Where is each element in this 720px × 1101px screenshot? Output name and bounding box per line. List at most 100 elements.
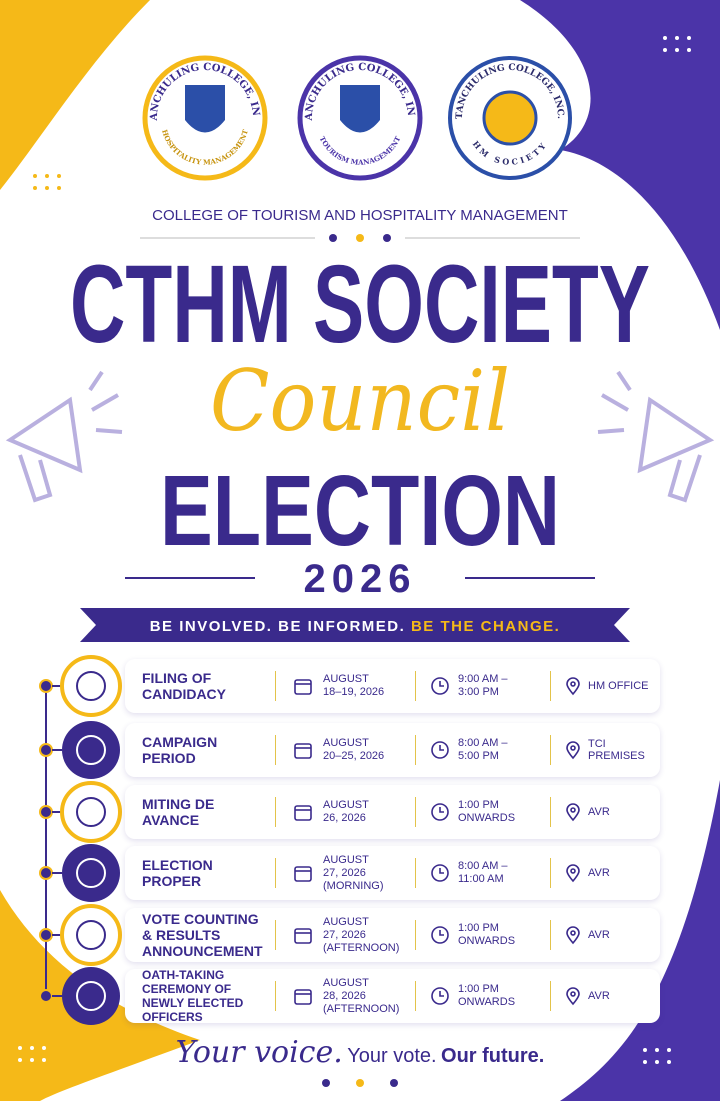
timeline-dot (39, 866, 53, 880)
corner-yellow (0, 0, 150, 190)
footer-bold: Our future. (441, 1045, 544, 1067)
separator (415, 858, 416, 888)
event-venue: TCI PREMISES (588, 738, 645, 762)
separator (415, 797, 416, 827)
clock-icon (431, 677, 449, 695)
pin-icon (566, 987, 580, 1006)
clock-icon (431, 926, 449, 944)
event-venue: AVR (588, 990, 610, 1002)
divider (322, 1079, 398, 1087)
calendar-icon (294, 928, 312, 944)
banner (80, 608, 630, 642)
shape (566, 741, 580, 760)
footer-middle: Your vote. (347, 1045, 436, 1067)
event-icon-inner (76, 920, 106, 950)
event-icon-inner (76, 735, 106, 765)
schedule-row: ELECTION PROPER AUGUST 27, 2026 (MORNING)… (125, 846, 660, 900)
event-name: CAMPAIGN PERIOD (142, 734, 218, 766)
script-title: Council (210, 352, 510, 450)
megaphone (5, 370, 715, 503)
schedule-row: CAMPAIGN PERIOD AUGUST 20–25, 2026 8:00 AM… (125, 723, 660, 777)
schedule-row: FILING OF CANDIDACY AUGUST 18–19, 2026 9:0… (125, 659, 660, 713)
footer-script: Your voice. (176, 1035, 343, 1070)
event-name: ELECTION PROPER (142, 857, 213, 889)
separator (550, 671, 551, 701)
shape (294, 805, 312, 821)
shape (439, 868, 444, 874)
event-icon (62, 721, 120, 779)
title: CTHM SOCIETY (70, 243, 650, 366)
separator (415, 671, 416, 701)
schedule-row: VOTE COUNTING & RESULTS ANNOUNCEMENT AUGU… (125, 908, 660, 962)
timeline-dot (39, 989, 53, 1003)
separator (550, 797, 551, 827)
shape (439, 681, 444, 687)
shape (431, 987, 449, 1005)
shape (570, 745, 576, 751)
dots (18, 36, 691, 1064)
banner-main: BE INVOLVED. BE INFORMED. (150, 618, 406, 635)
event-time: 8:00 AM – 5:00 PM (458, 737, 508, 762)
timeline-dot (39, 679, 53, 693)
clock-icon (431, 987, 449, 1005)
event-name: OATH-TAKING CEREMONY OF NEWLY ELECTED OF… (142, 968, 244, 1024)
shape (431, 741, 449, 759)
event-time: 9:00 AM – 3:00 PM (458, 673, 508, 698)
event-date: AUGUST 26, 2026 (323, 799, 369, 824)
event-icon-inner (76, 797, 106, 827)
dots (33, 174, 61, 190)
footer-slogan: Your voice. Your vote. Our future. (176, 1035, 545, 1070)
separator (275, 920, 276, 950)
event-venue: HM OFFICE (588, 680, 649, 692)
subtitle: ELECTION (160, 455, 560, 567)
shape (570, 681, 576, 687)
separator (550, 858, 551, 888)
event-date: AUGUST 18–19, 2026 (323, 673, 385, 698)
schedule-row: OATH-TAKING CEREMONY OF NEWLY ELECTED OF… (125, 968, 660, 1024)
shape (439, 745, 444, 751)
event-time: 1:00 PM ONWARDS (458, 922, 516, 947)
separator (275, 858, 276, 888)
event-icon (60, 655, 122, 717)
banner-highlight: BE THE CHANGE. (411, 618, 560, 635)
event-time: 1:00 PM ONWARDS (458, 799, 516, 824)
shape (439, 930, 444, 936)
separator (415, 735, 416, 765)
logo: TANCHULING COLLEGE, INC. HM SOCIETY (448, 56, 572, 180)
event-date: AUGUST 20–25, 2026 (323, 737, 385, 762)
pin-icon (566, 677, 580, 696)
event-name: MITING DE AVANCE (142, 796, 215, 828)
separator (550, 981, 551, 1011)
calendar-icon (294, 805, 312, 821)
event-time: 8:00 AM – 11:00 AM (458, 860, 508, 885)
pin-icon (566, 864, 580, 883)
timeline-icons (39, 655, 122, 1025)
shape (566, 926, 580, 945)
event-icon-inner (76, 671, 106, 701)
separator (550, 920, 551, 950)
corner-purple (560, 780, 720, 1101)
shape (294, 743, 312, 759)
year: 2026 (304, 557, 417, 601)
timeline-dot (39, 805, 53, 819)
event-icon-inner (76, 858, 106, 888)
shape (566, 803, 580, 822)
calendar-icon (294, 679, 312, 695)
calendar-icon (294, 989, 312, 1005)
shape (431, 803, 449, 821)
shape (439, 807, 444, 813)
shape (439, 991, 444, 997)
shape (431, 677, 449, 695)
event-icon (62, 844, 120, 902)
event-date: AUGUST 27, 2026 (MORNING) (323, 853, 384, 892)
separator (275, 735, 276, 765)
divider (140, 234, 580, 242)
calendar-icon (294, 743, 312, 759)
shape (431, 864, 449, 882)
schedule-row: MITING DE AVANCE AUGUST 26, 2026 1:00 PM O… (125, 785, 660, 839)
pin-icon (566, 926, 580, 945)
shape (294, 989, 312, 1005)
separator (415, 920, 416, 950)
